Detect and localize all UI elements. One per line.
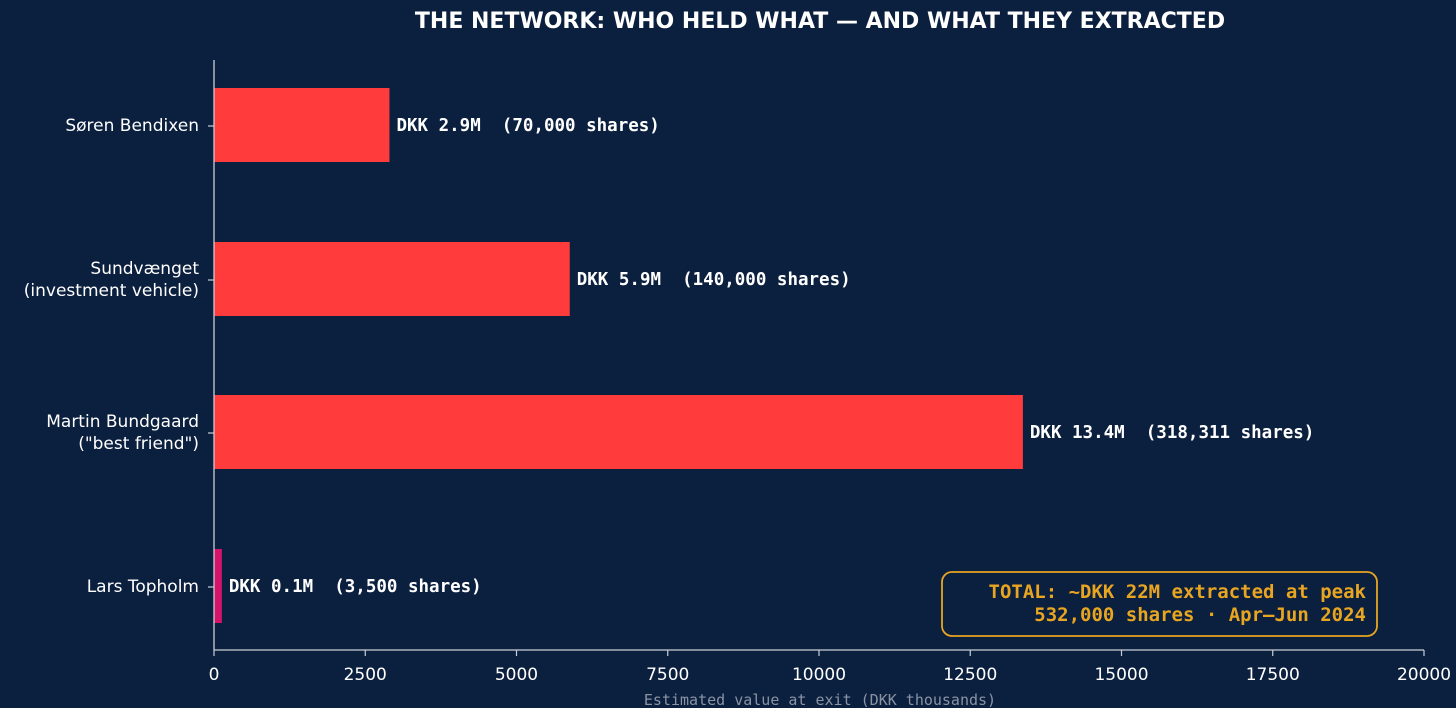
bar-value-label-0: DKK 2.9M (70,000 shares) [396, 116, 659, 136]
x-tick-label-6: 15000 [1094, 665, 1148, 685]
bar-value-label-3: DKK 0.1M (3,500 shares) [229, 577, 482, 597]
category-label-line: (investment vehicle) [24, 281, 199, 301]
bars-layer [214, 88, 1023, 623]
bar-2 [214, 395, 1023, 469]
category-label-line: Lars Topholm [87, 577, 199, 597]
x-tick-label-4: 10000 [792, 665, 846, 685]
x-axis-title: Estimated value at exit (DKK thousands) [644, 691, 996, 708]
category-label-line: Martin Bundgaard [46, 412, 199, 432]
bar-1 [214, 242, 570, 316]
total-annotation-line-0: TOTAL: ~DKK 22M extracted at peak [989, 581, 1367, 603]
category-label-1: Sundvænget(investment vehicle) [24, 259, 200, 301]
category-label-line: ("best friend") [78, 434, 199, 454]
total-annotation-line-1: 532,000 shares · Apr–Jun 2024 [1034, 604, 1366, 626]
category-label-2: Martin Bundgaard("best friend") [46, 412, 199, 454]
x-tick-label-0: 0 [209, 665, 220, 685]
category-label-line: Sundvænget [90, 259, 199, 279]
category-label-3: Lars Topholm [87, 577, 199, 597]
category-label-line: Søren Bendixen [65, 116, 199, 136]
total-annotation: TOTAL: ~DKK 22M extracted at peak532,000… [941, 571, 1378, 637]
x-tick-label-7: 17500 [1246, 665, 1300, 685]
total-annotation-box [941, 571, 1378, 637]
category-label-0: Søren Bendixen [65, 116, 199, 136]
labels-layer: DKK 2.9M (70,000 shares) Søren Bendixen DK… [24, 116, 1315, 597]
chart-title: THE NETWORK: WHO HELD WHAT — AND WHAT TH… [415, 9, 1225, 34]
x-tick-label-8: 20000 [1397, 665, 1451, 685]
x-tick-label-3: 7500 [646, 665, 689, 685]
axes-layer: 0 2500 5000 7500 10000 12500 15000 17500 20000 [208, 60, 1451, 685]
x-tick-label-5: 12500 [943, 665, 997, 685]
bar-value-label-2: DKK 13.4M (318,311 shares) [1030, 423, 1314, 443]
bar-value-label-1: DKK 5.9M (140,000 shares) [577, 270, 851, 290]
bar-0 [214, 88, 390, 162]
x-tick-label-2: 5000 [495, 665, 538, 685]
x-tick-label-1: 2500 [344, 665, 387, 685]
bar-3 [214, 549, 222, 623]
